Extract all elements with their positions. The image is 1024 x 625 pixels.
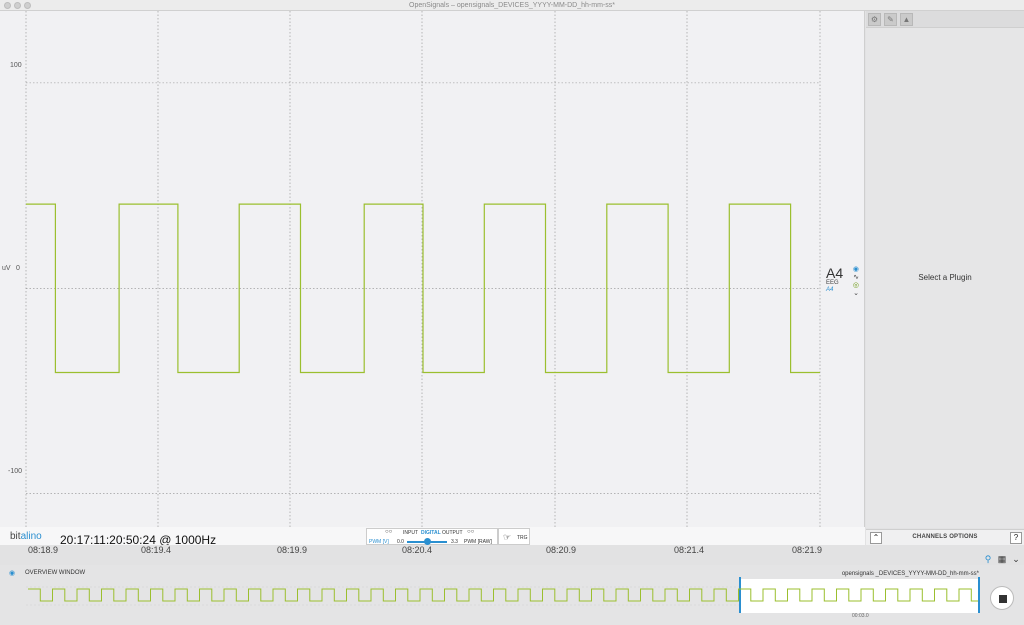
help-button[interactable]: ?: [1010, 532, 1022, 544]
trigger-label: TRG: [517, 535, 528, 541]
digital-io-panel: ○○ INPUT DIGITAL OUTPUT ○○ PWM [V] 0.0 3…: [366, 528, 498, 545]
status-bar: bitalino 20:17:11:20:50:24 @ 1000Hz ○○ I…: [0, 527, 865, 547]
view-toggles: ⚲ ▦ ⌄: [982, 553, 1024, 567]
trigger-button[interactable]: ☞ TRG: [498, 528, 530, 545]
maximize-window-button[interactable]: [24, 2, 31, 9]
overview-window-label: OVERVIEW WINDOW: [25, 570, 86, 576]
time-axis: 08:18.9 08:19.4 08:19.9 08:20.4 08:20.9 …: [0, 545, 1024, 565]
y-tick-label: 0: [16, 265, 20, 272]
x-tick-label: 08:21.9: [792, 545, 823, 555]
output-led-icon[interactable]: ○○: [467, 529, 475, 535]
tools-icon[interactable]: ✎: [884, 13, 897, 26]
plot-grid: [25, 11, 821, 545]
logo-part-bit: bit: [10, 531, 21, 542]
x-tick-label: 08:20.4: [402, 545, 433, 555]
stop-icon: [999, 595, 1007, 603]
x-tick-label: 08:19.4: [141, 545, 172, 555]
channels-options-bar: ⌃ CHANNELS OPTIONS ?: [866, 529, 1024, 546]
gear-icon[interactable]: ⚙: [868, 13, 881, 26]
overview-selection: [740, 579, 980, 613]
plot-canvas[interactable]: [0, 11, 865, 545]
chevron-up-icon[interactable]: ⌃: [870, 532, 882, 544]
title-bar: OpenSignals – opensignals_DEVICES_YYYY-M…: [0, 0, 1024, 11]
close-window-button[interactable]: [4, 2, 11, 9]
pwm-max-label: 3.3: [451, 539, 458, 545]
signal-plot[interactable]: 100 0 uV -100 A4 EEG A4 ◉ ∿ ◎ ⌄: [0, 11, 865, 545]
io-digital-label: DIGITAL: [421, 530, 441, 536]
input-led-icon[interactable]: ○○: [385, 529, 393, 535]
chart-icon[interactable]: ▲: [900, 13, 913, 26]
channels-options-label[interactable]: CHANNELS OPTIONS: [912, 534, 978, 540]
overview-file-name: opensignals _DEVICES_YYYY-MM-DD_hh-mm-ss…: [841, 571, 979, 577]
minimize-window-button[interactable]: [14, 2, 21, 9]
io-output-label: OUTPUT: [442, 530, 463, 536]
x-tick-label: 08:20.9: [546, 545, 577, 555]
pin-icon[interactable]: ⚲: [984, 554, 992, 564]
window-title: OpenSignals – opensignals_DEVICES_YYYY-M…: [409, 2, 615, 9]
y-tick-label: -100: [8, 468, 23, 475]
eye-icon[interactable]: ◉: [852, 266, 859, 273]
logo-part-alino: alino: [20, 531, 42, 542]
channel-tag[interactable]: A4 EEG A4 ◉ ∿ ◎ ⌄: [826, 265, 862, 306]
acquisition-timestamp: 20:17:11:20:50:24 @ 1000Hz: [60, 533, 217, 547]
y-unit-label: uV: [2, 265, 11, 272]
overview-canvas[interactable]: [0, 565, 1024, 625]
pwm-voltage-label: PWM [V]: [369, 539, 389, 545]
channel-name: A4: [826, 265, 844, 281]
pwm-min-label: 0.0: [397, 539, 404, 545]
overview-window[interactable]: ◉ OVERVIEW WINDOW opensignals _DEVICES_Y…: [0, 565, 1024, 625]
plugin-panel: ⚙ ✎ ▲ Select a Plugin: [866, 11, 1024, 528]
signal-line: [26, 203, 820, 374]
stop-button[interactable]: [990, 586, 1014, 610]
x-tick-label: 08:19.9: [277, 545, 308, 555]
color-dot-icon[interactable]: ◎: [852, 282, 859, 289]
chevron-down-icon[interactable]: ⌄: [853, 290, 859, 297]
wave-icon[interactable]: ∿: [853, 274, 859, 281]
grid-layout-icon[interactable]: ▦: [997, 554, 1007, 564]
x-tick-label: 08:21.4: [674, 545, 705, 555]
channel-type: EEG: [826, 280, 839, 286]
brand-logo: bitalino: [10, 531, 42, 542]
plugin-toolbar: ⚙ ✎ ▲: [866, 11, 1024, 28]
x-tick-label: 08:18.9: [28, 545, 59, 555]
overview-time-label: 00:03.0: [852, 613, 869, 619]
y-tick-label: 100: [10, 62, 22, 69]
pwm-slider-thumb[interactable]: [424, 538, 431, 545]
pwm-raw-label: PWM [RAW]: [464, 539, 492, 545]
io-input-label: INPUT: [403, 530, 418, 536]
chevron-down-icon[interactable]: ⌄: [1012, 554, 1020, 564]
channel-label: A4: [826, 287, 834, 293]
eye-icon[interactable]: ◉: [9, 570, 16, 577]
select-plugin-text: Select a Plugin: [918, 273, 972, 282]
overview-signal-line: [28, 588, 978, 602]
hand-pointer-icon: ☞: [503, 532, 512, 542]
